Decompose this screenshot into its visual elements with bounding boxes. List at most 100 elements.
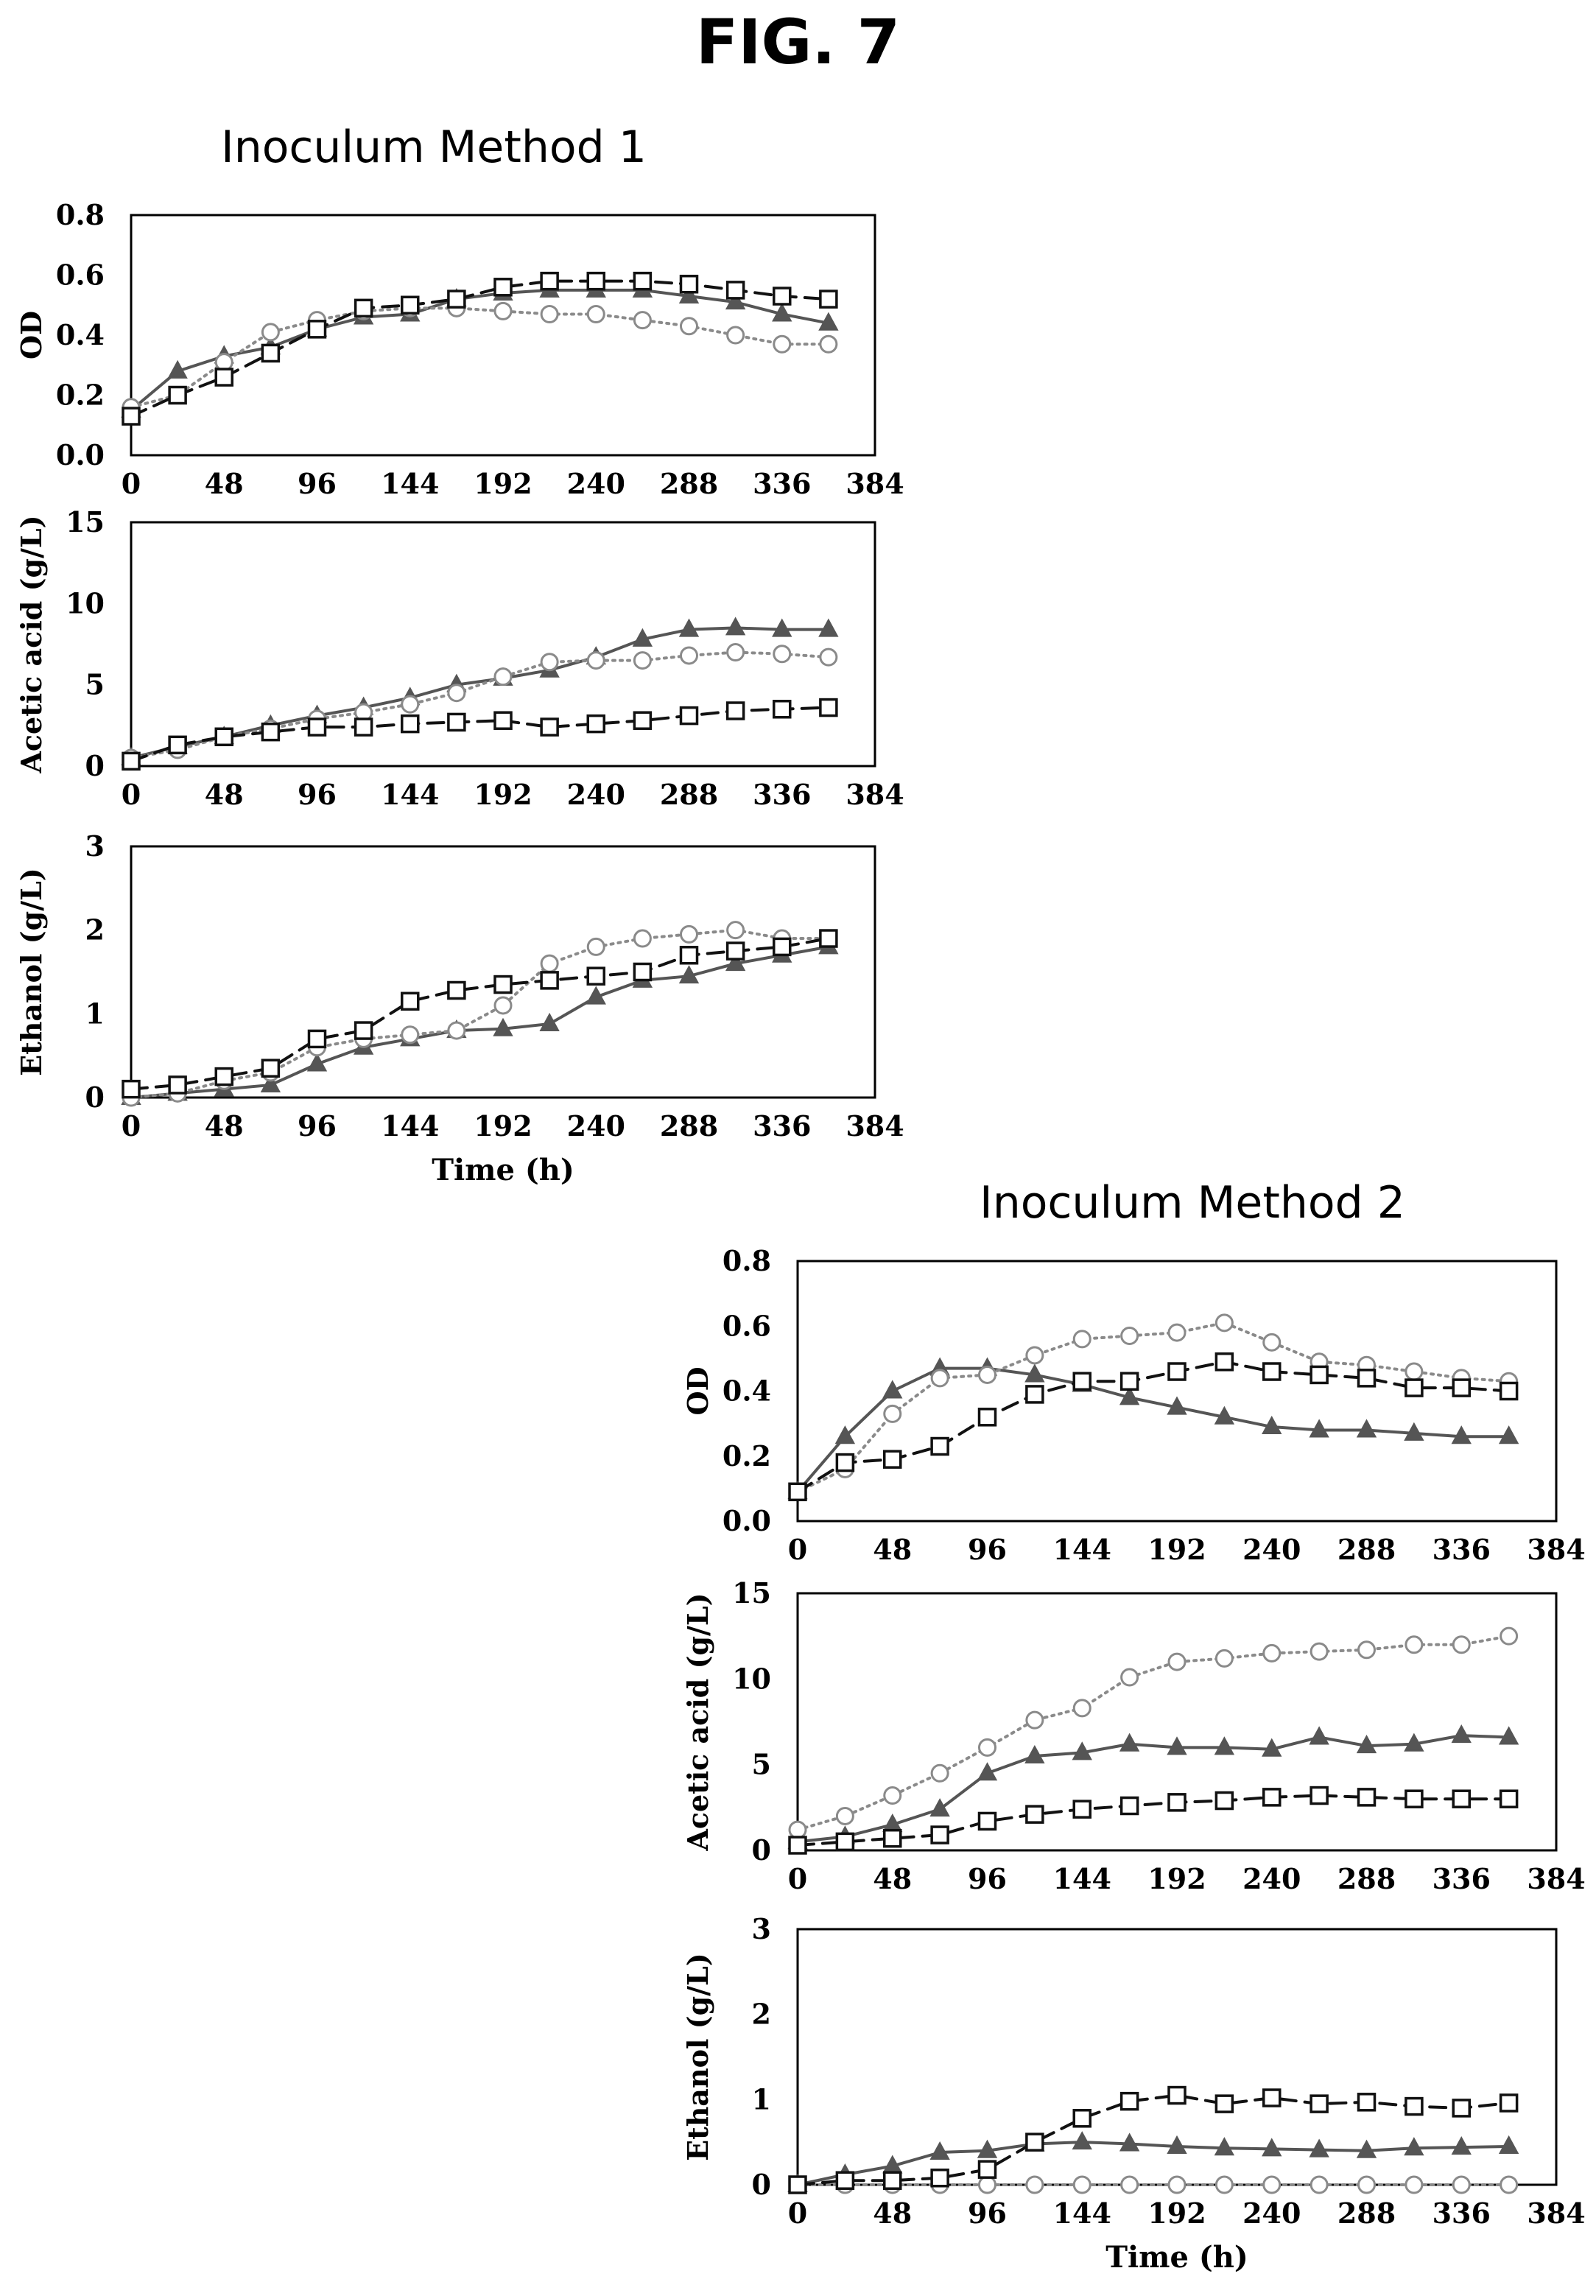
data-point-square [1025,1385,1044,1404]
data-point-triangle [1214,1405,1235,1425]
data-point-square [122,407,141,426]
data-point-square [1262,1788,1282,1807]
data-point-square [1119,1372,1139,1391]
y-tick-label: 3 [85,829,105,863]
data-point-circle [883,1786,902,1805]
y-tick-label: 10 [66,586,105,619]
x-axis-label: Time (h) [432,1153,574,1187]
data-point-triangle [834,1425,856,1444]
data-point-square [725,701,745,720]
y-tick-label: 0 [85,749,105,782]
data-point-square [447,289,466,309]
data-point-square [1072,1372,1091,1391]
data-point-square [1310,2094,1329,2113]
x-tick-label: 384 [846,467,904,500]
x-tick-label: 96 [298,467,337,500]
chart-5: 0 48 96 144 192 240 288 336 384 0 5 10 15 Acetic acid… [681,1576,1586,1895]
data-point-triangle [678,618,700,637]
x-tick-label: 96 [968,2197,1007,2230]
x-tick-label: 0 [788,1533,807,1566]
data-point-circle [1500,1626,1519,1646]
chart-1: 0 48 96 144 192 240 288 336 384 0.0 0.2 0.4 0.6 0.8 OD [15,198,904,500]
data-point-triangle [306,1053,328,1072]
data-point-square [819,929,838,948]
data-point-triangle [493,1017,513,1036]
data-point-circle [401,1025,420,1045]
data-point-circle [680,317,698,336]
data-point-square [679,274,699,294]
data-point-square [447,712,466,732]
data-point-circle [1120,2175,1139,2194]
series-line-circle [796,1635,1511,1832]
x-tick-label: 240 [567,778,625,811]
series-line-square [796,1794,1511,1847]
data-point-circle [978,2175,996,2194]
data-point-square [168,1075,187,1095]
data-point-circle [1214,1649,1234,1668]
data-point-square [401,295,420,315]
data-point-triangle [1498,1726,1519,1745]
data-point-triangle [1404,1732,1424,1752]
data-point-triangle [1072,1741,1092,1760]
data-point-square [633,962,653,982]
y-tick-label: 0.6 [56,259,105,292]
data-point-square [1262,1362,1282,1381]
x-tick-label: 48 [205,1109,244,1142]
data-point-square [168,735,187,755]
y-tick-label: 3 [752,1912,771,1945]
x-tick-label: 384 [1527,2197,1585,2230]
data-point-circle [1025,1710,1044,1730]
data-point-circle [1357,2175,1376,2194]
y-axis-label: Acetic acid (g/L) [681,1593,714,1851]
data-point-square [1214,1791,1234,1811]
data-point-circle [930,1369,949,1388]
data-point-square [725,281,745,300]
plot-frame [130,845,876,1099]
x-tick-label: 288 [660,467,718,500]
data-point-circle [586,651,605,670]
series-line-square [130,937,830,1091]
x-tick-label: 0 [788,1862,807,1895]
x-tick-label: 192 [474,467,532,500]
y-tick-label: 0.4 [56,318,105,351]
data-point-triangle [1119,2132,1140,2152]
data-point-square [1119,1796,1139,1816]
data-point-square [679,706,699,726]
series-line-circle [130,650,830,759]
y-tick-label: 0.8 [723,1244,771,1277]
data-point-circle [1025,2175,1044,2194]
x-tick-label: 240 [567,1109,625,1142]
data-point-circle [1167,1323,1187,1342]
data-point-square [977,1811,997,1831]
x-tick-label: 48 [873,1533,912,1566]
data-point-square [835,1453,855,1472]
y-tick-label: 0.8 [56,198,105,231]
data-point-triangle [818,618,839,637]
data-point-square [1499,1381,1519,1401]
y-axis-label: OD [15,311,48,359]
data-point-circle [493,301,513,320]
data-point-square [1025,2132,1044,2152]
data-point-square [214,368,233,387]
data-point-triangle [1262,2138,1282,2157]
series-line-square [130,279,830,418]
data-point-triangle [586,986,606,1005]
data-point-circle [726,643,745,662]
data-point-square [540,971,559,990]
plot-frame [130,521,876,768]
x-tick-label: 96 [968,1533,1007,1566]
data-point-triangle [1167,1396,1187,1415]
data-point-circle [586,937,605,956]
data-point-triangle [977,1762,998,1781]
x-tick-label: 0 [122,1109,141,1142]
data-point-triangle [1356,1419,1377,1438]
data-point-square [633,271,653,291]
data-point-square [586,966,605,986]
y-tick-label: 10 [732,1662,771,1695]
data-point-triangle [1309,2138,1329,2158]
data-point-triangle [929,1798,950,1817]
data-point-triangle [929,2141,950,2160]
series-line-square [130,706,830,763]
chart-3: 0 48 96 144 192 240 288 336 384 0 1 2 3 Ethanol (g/L)… [15,829,904,1187]
